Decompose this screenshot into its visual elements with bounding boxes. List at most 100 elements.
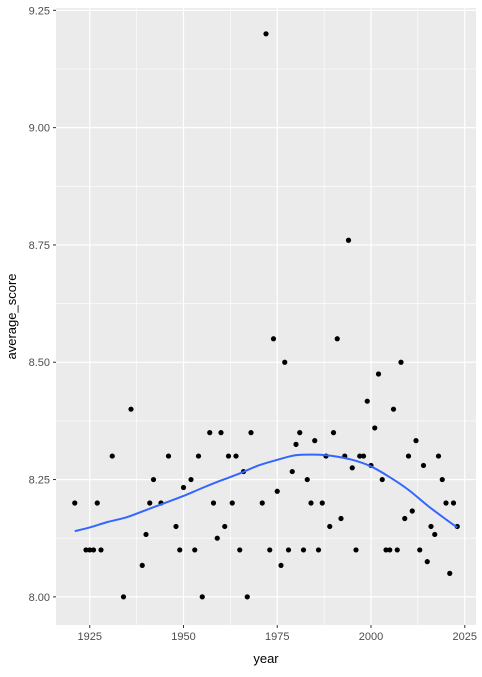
x-tick-label: 1950 bbox=[171, 631, 195, 643]
data-point bbox=[330, 430, 337, 436]
data-point bbox=[394, 547, 400, 553]
data-point bbox=[450, 500, 457, 506]
data-point bbox=[300, 547, 307, 553]
data-point bbox=[428, 523, 434, 530]
data-point bbox=[274, 488, 280, 494]
data-point bbox=[233, 453, 239, 459]
data-point bbox=[180, 484, 187, 491]
data-point bbox=[308, 500, 314, 506]
data-point bbox=[417, 547, 423, 553]
data-point bbox=[90, 547, 97, 553]
data-point bbox=[199, 594, 205, 600]
data-point bbox=[267, 547, 273, 553]
x-tick-label: 1925 bbox=[78, 631, 102, 643]
data-point bbox=[143, 531, 149, 538]
data-point bbox=[289, 468, 295, 475]
y-tick-label: 9.00 bbox=[29, 123, 50, 135]
grid-major-lines bbox=[56, 8, 476, 625]
data-points bbox=[72, 31, 460, 600]
data-point bbox=[173, 523, 179, 530]
data-point bbox=[270, 336, 277, 342]
data-point bbox=[218, 430, 224, 436]
data-point bbox=[285, 547, 292, 553]
data-point bbox=[229, 500, 235, 506]
smooth-trend-line bbox=[74, 453, 458, 533]
data-point bbox=[210, 500, 217, 506]
y-axis-title: average_score bbox=[4, 274, 19, 360]
grid-minor-lines bbox=[56, 8, 476, 625]
y-tick-label: 8.25 bbox=[29, 475, 50, 487]
y-tick-label: 8.50 bbox=[29, 357, 50, 369]
y-axis-tick-labels: 8.00 8.25 8.50 8.75 9.00 9.25 bbox=[29, 5, 50, 604]
data-point bbox=[225, 453, 232, 459]
data-point bbox=[94, 500, 100, 506]
data-point bbox=[304, 476, 310, 483]
data-point bbox=[312, 438, 318, 444]
data-point bbox=[244, 594, 250, 600]
data-point bbox=[390, 406, 397, 412]
data-point bbox=[357, 453, 363, 459]
data-point bbox=[327, 523, 333, 530]
data-point bbox=[297, 430, 303, 436]
data-point bbox=[439, 476, 445, 483]
data-point bbox=[147, 500, 153, 506]
x-axis-title: year bbox=[253, 651, 279, 666]
data-point bbox=[98, 547, 104, 553]
data-point bbox=[383, 547, 389, 553]
data-point bbox=[420, 462, 427, 469]
y-tick-label: 8.00 bbox=[29, 592, 50, 604]
y-tick-label: 8.75 bbox=[29, 240, 50, 252]
x-tick-label: 2000 bbox=[359, 631, 383, 643]
data-point bbox=[432, 531, 438, 538]
data-point bbox=[109, 453, 115, 459]
data-point bbox=[195, 453, 202, 459]
data-point bbox=[372, 425, 378, 431]
data-point bbox=[263, 31, 269, 37]
data-point bbox=[150, 476, 157, 483]
axis-ticks bbox=[53, 9, 466, 628]
data-point bbox=[402, 515, 408, 522]
smooth-line-layer bbox=[74, 453, 458, 533]
data-point bbox=[375, 371, 382, 377]
data-point bbox=[165, 453, 172, 459]
data-point bbox=[379, 476, 385, 483]
data-point bbox=[315, 547, 322, 553]
data-point bbox=[139, 562, 145, 569]
data-point bbox=[214, 535, 220, 541]
data-point bbox=[188, 476, 194, 483]
x-tick-label: 2025 bbox=[453, 631, 477, 643]
data-point bbox=[87, 547, 93, 553]
data-point bbox=[192, 547, 198, 553]
data-point bbox=[364, 398, 370, 404]
x-tick-label: 1975 bbox=[265, 631, 289, 643]
data-point bbox=[353, 547, 359, 553]
data-point bbox=[349, 465, 355, 471]
data-point bbox=[345, 237, 352, 243]
data-point bbox=[387, 547, 393, 553]
data-point bbox=[360, 453, 367, 459]
data-point bbox=[424, 559, 430, 565]
data-point bbox=[405, 453, 412, 459]
data-point bbox=[248, 430, 254, 436]
data-point bbox=[237, 547, 243, 553]
data-point bbox=[319, 500, 325, 506]
data-point bbox=[177, 547, 183, 553]
y-tick-label: 9.25 bbox=[29, 5, 50, 17]
data-point bbox=[282, 359, 288, 365]
data-point bbox=[222, 523, 228, 530]
data-point bbox=[413, 438, 419, 444]
data-point bbox=[398, 359, 404, 365]
data-point bbox=[278, 562, 284, 569]
data-point bbox=[334, 336, 340, 342]
data-point bbox=[259, 500, 265, 506]
data-point bbox=[435, 453, 442, 459]
data-point bbox=[293, 441, 299, 447]
data-point bbox=[409, 508, 415, 514]
data-point bbox=[72, 500, 78, 506]
data-point bbox=[207, 430, 213, 436]
data-point bbox=[447, 570, 453, 576]
data-point bbox=[120, 594, 127, 600]
data-point bbox=[128, 406, 134, 412]
plot-panel bbox=[56, 8, 476, 625]
